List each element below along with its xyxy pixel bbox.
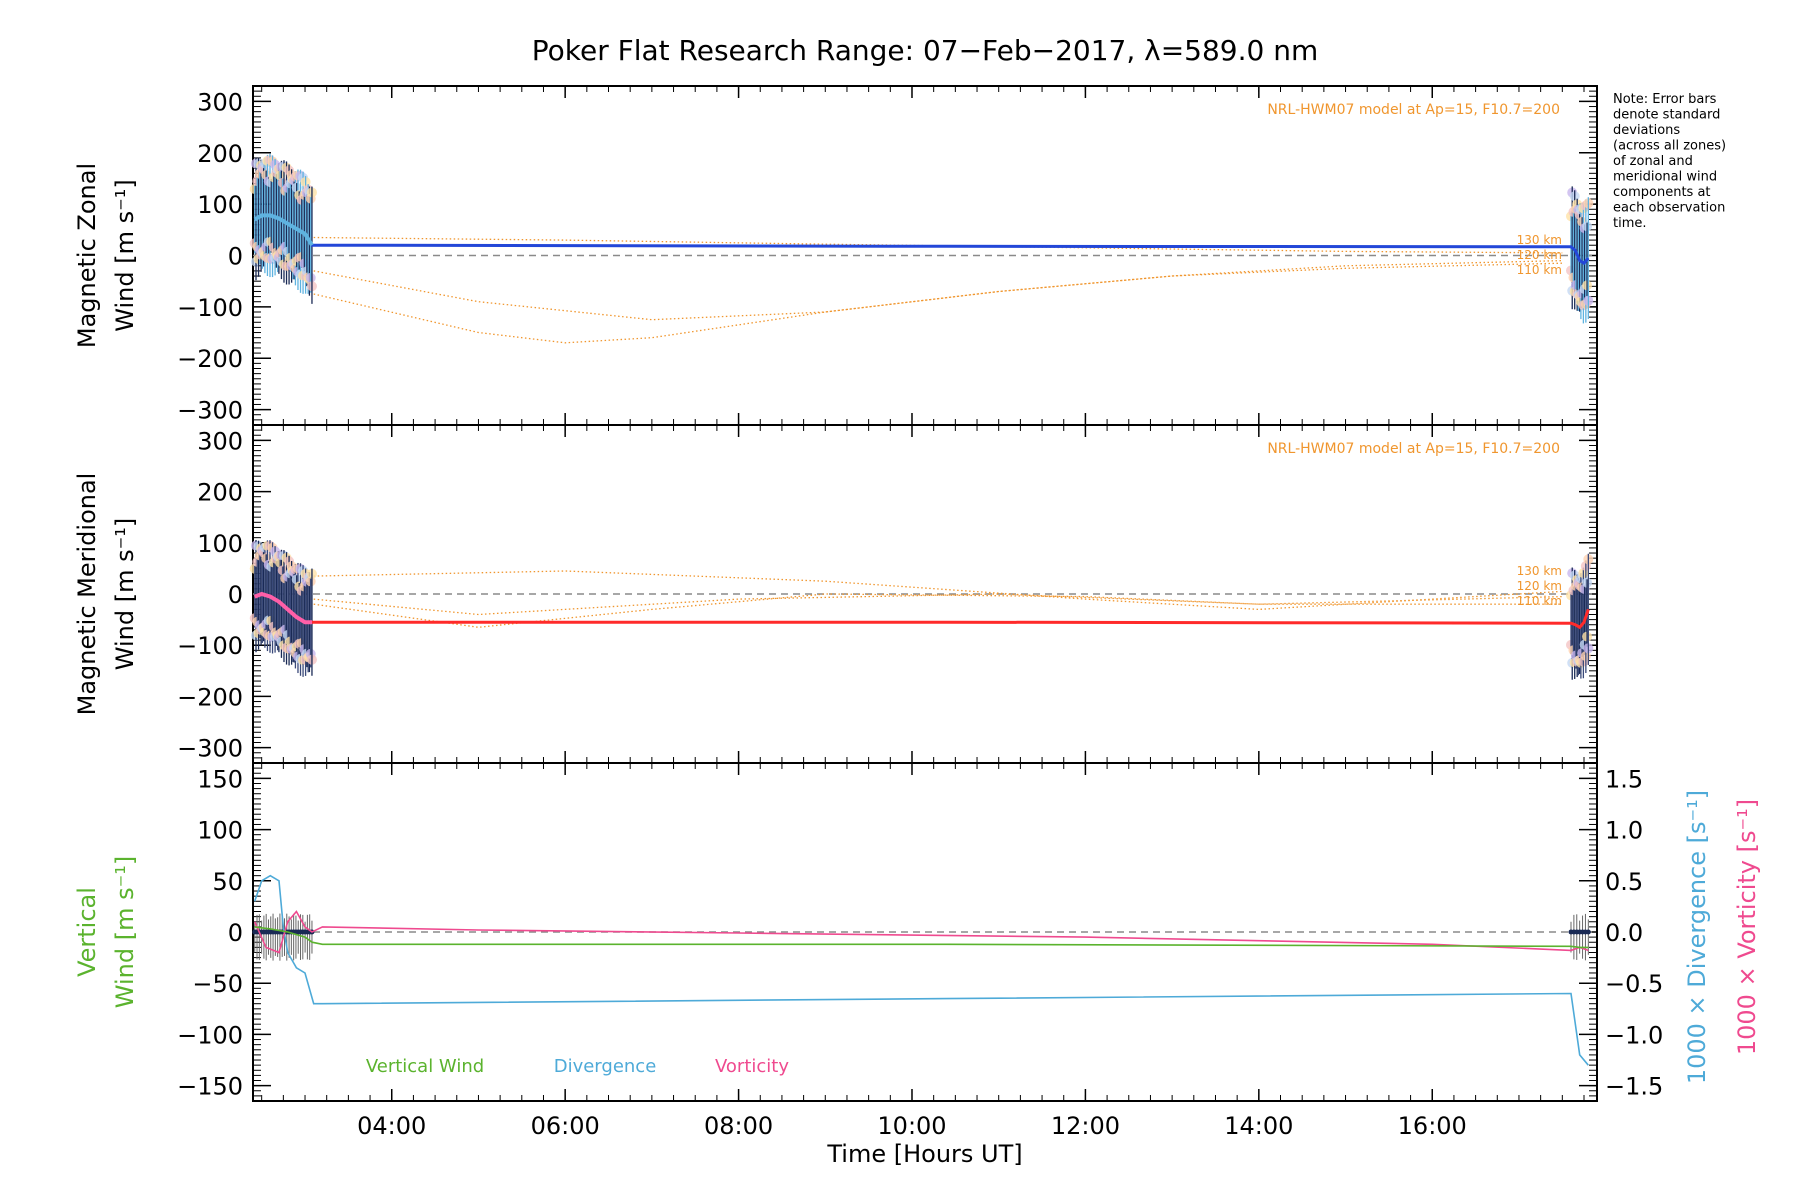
note-line: each observation <box>1613 201 1725 216</box>
x-tick-label: 06:00 <box>531 1112 600 1140</box>
divergence-line <box>253 874 1589 1066</box>
y-tick-label: 0 <box>228 919 243 947</box>
y2-tick-label: −0.5 <box>1605 970 1663 998</box>
y-tick-label: −300 <box>177 397 243 425</box>
y-axis-label-line2: Wind [m s⁻¹] <box>111 518 139 670</box>
meridional-wind-early-line <box>254 591 312 625</box>
panel-meridional: −300 −200 −100 0 100 200 300 Magnetic Meridiona… <box>73 424 1598 764</box>
meridional-wind-line <box>254 592 1590 630</box>
y-tick-label: 100 <box>197 530 243 558</box>
y2-tick-label: −1.0 <box>1605 1021 1663 1049</box>
model-label: NRL-HWM07 model at Ap=15, F10.7=200 <box>1267 102 1560 118</box>
model-curve <box>313 262 1563 344</box>
y-axis-label-line1: Magnetic Zonal <box>73 163 101 348</box>
panel-zonal: −300 −200 −100 0 100 200 300 Magnetic Zonal Wind… <box>73 85 1598 426</box>
y-tick-label: 150 <box>197 765 243 793</box>
legend-entry: Divergence <box>554 1056 657 1077</box>
x-tick-label: 10:00 <box>877 1112 946 1140</box>
y-tick-label: −200 <box>177 683 243 711</box>
legend-entry: Vertical Wind <box>366 1056 484 1077</box>
y-tick-label: 300 <box>197 427 243 455</box>
y-tick-label: 200 <box>197 479 243 507</box>
y-axis-label-line2: Wind [m s⁻¹] <box>111 179 139 331</box>
y-tick-label: −100 <box>177 294 243 322</box>
y-tick-label: 100 <box>197 191 243 219</box>
chart-panels: −300 −200 −100 0 100 200 300 Magnetic Zonal Wind… <box>73 85 1761 1140</box>
y-axis-label: Vertical Wind [m s⁻¹] <box>73 856 139 1008</box>
y-tick-label: 0 <box>228 581 243 609</box>
y-tick-label: −50 <box>192 970 243 998</box>
y-axis-label: Magnetic Meridional Wind [m s⁻¹] <box>73 473 139 716</box>
vertical-wind-line <box>254 926 1589 949</box>
note-line: denote standard <box>1613 108 1720 123</box>
y-tick-label: −100 <box>177 632 243 660</box>
note-line: components at <box>1613 185 1711 200</box>
y-tick-label: 200 <box>197 140 243 168</box>
legend-entry: Vorticity <box>715 1056 789 1077</box>
panel-vertical: −150 −100 −50 0 50 100 150 −1.5 −1.0 −0.5 0.0 0.5 1.… <box>73 762 1761 1140</box>
y-tick-label: 300 <box>197 88 243 116</box>
x-tick-label: 14:00 <box>1224 1112 1293 1140</box>
model-altitude-label: 110 km <box>1517 594 1562 608</box>
y2-axis-label-divergence: 1000 × Divergence [s⁻¹] <box>1683 790 1711 1084</box>
y-axis-label-line1: Magnetic Meridional <box>73 473 101 716</box>
y-tick-label: 50 <box>212 868 243 896</box>
y2-tick-label: 1.5 <box>1605 765 1643 793</box>
model-altitude-label: 130 km <box>1517 233 1562 247</box>
y-axis-label-line2: Wind [m s⁻¹] <box>111 856 139 1008</box>
note-line: deviations <box>1613 123 1680 138</box>
y-tick-label: −150 <box>177 1073 243 1101</box>
vertical-wind-point <box>1585 929 1591 935</box>
model-altitude-label: 130 km <box>1517 564 1562 578</box>
x-axis-label: Time [Hours UT] <box>826 1140 1022 1168</box>
x-tick-label: 04:00 <box>357 1112 426 1140</box>
chart-title: Poker Flat Research Range: 07−Feb−2017, … <box>532 34 1319 67</box>
model-curve <box>313 593 1563 616</box>
x-tick-label: 16:00 <box>1398 1112 1467 1140</box>
note-line: Note: Error bars <box>1613 92 1717 107</box>
x-tick-label: 12:00 <box>1051 1112 1120 1140</box>
note-line: meridional wind <box>1613 170 1717 185</box>
model-curve <box>313 593 1563 628</box>
y-axis-label-line1: Vertical <box>73 887 101 977</box>
note-line: (across all zones) <box>1613 139 1726 154</box>
y-axis-label: Magnetic Zonal Wind [m s⁻¹] <box>73 163 139 348</box>
x-tick-label: 08:00 <box>704 1112 773 1140</box>
y-tick-label: −200 <box>177 345 243 373</box>
y2-tick-label: 0.0 <box>1605 919 1643 947</box>
y-tick-label: 100 <box>197 817 243 845</box>
y-tick-label: 0 <box>228 243 243 271</box>
zonal-wind-early-line <box>253 213 314 247</box>
model-altitude-label: 120 km <box>1517 579 1562 593</box>
model-label: NRL-HWM07 model at Ap=15, F10.7=200 <box>1267 441 1560 457</box>
model-curve <box>313 236 1563 254</box>
model-curve <box>313 259 1563 321</box>
y2-tick-label: −1.5 <box>1605 1073 1663 1101</box>
vorticity-line <box>253 910 1589 954</box>
model-curve <box>313 570 1563 611</box>
y2-tick-label: 1.0 <box>1605 817 1643 845</box>
y-tick-label: −100 <box>177 1021 243 1049</box>
model-altitude-label: 110 km <box>1517 263 1562 277</box>
y-tick-label: −300 <box>177 735 243 763</box>
note-line: of zonal and <box>1613 154 1693 169</box>
y2-axis-label-vorticity: 1000 × Vorticity [s⁻¹] <box>1733 799 1761 1055</box>
note-line: time. <box>1613 216 1647 231</box>
y2-tick-label: 0.5 <box>1605 868 1643 896</box>
model-altitude-label: 120 km <box>1517 248 1562 262</box>
